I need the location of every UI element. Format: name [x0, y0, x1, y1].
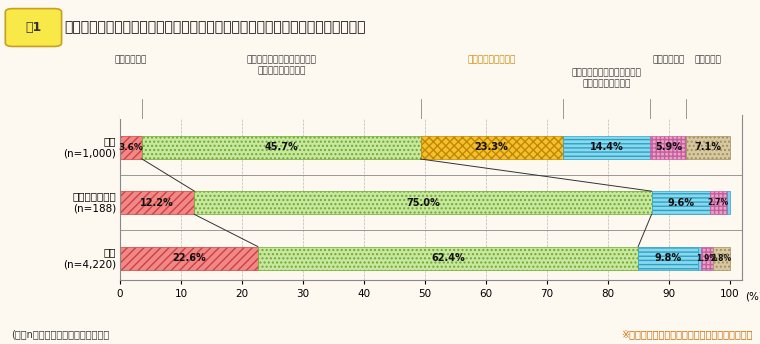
- Bar: [562, 136, 651, 159]
- Bar: [698, 247, 701, 270]
- Text: 全体として倫理感が高いが、
一部に低い者もいる: 全体として倫理感が高いが、 一部に低い者もいる: [246, 55, 316, 75]
- Text: 62.4%: 62.4%: [431, 253, 465, 263]
- Text: 9.8%: 9.8%: [654, 253, 682, 263]
- Text: (注）n：有効回答者数（以下同じ）: (注）n：有効回答者数（以下同じ）: [11, 329, 109, 339]
- Text: どちらとも言えない: どちらとも言えない: [467, 55, 516, 64]
- Text: 75.0%: 75.0%: [406, 198, 440, 208]
- Text: 12.2%: 12.2%: [141, 198, 174, 208]
- Text: ※有識者モニターは「分からない」の選択者なし: ※有識者モニターは「分からない」の選択者なし: [621, 329, 752, 339]
- Text: 22.6%: 22.6%: [172, 253, 206, 263]
- Text: 7.1%: 7.1%: [695, 142, 721, 152]
- Bar: [713, 247, 730, 270]
- Bar: [710, 191, 727, 214]
- Bar: [420, 136, 562, 159]
- Bar: [727, 191, 730, 214]
- Bar: [686, 136, 730, 159]
- Text: 2.8%: 2.8%: [711, 254, 732, 263]
- Text: 倫理感が高い: 倫理感が高い: [115, 55, 147, 64]
- Bar: [195, 191, 651, 214]
- Bar: [142, 136, 420, 159]
- Text: 分からない: 分からない: [695, 55, 721, 64]
- Bar: [638, 247, 698, 270]
- Bar: [120, 247, 258, 270]
- Bar: [701, 247, 713, 270]
- Text: 一般職の国家公務員の倫理感について、現在、どのような印象をお持ちですか。: 一般職の国家公務員の倫理感について、現在、どのような印象をお持ちですか。: [65, 21, 366, 34]
- Text: 3.6%: 3.6%: [119, 143, 144, 152]
- Text: 23.3%: 23.3%: [475, 142, 508, 152]
- Bar: [120, 136, 142, 159]
- Bar: [258, 247, 638, 270]
- Text: 1.9%: 1.9%: [696, 254, 717, 263]
- Text: 図1: 図1: [25, 21, 42, 34]
- Text: 全体として倫理感が低いが、
一部に高い者もいる: 全体として倫理感が低いが、 一部に高い者もいる: [572, 68, 641, 88]
- Bar: [651, 136, 686, 159]
- Text: (%): (%): [745, 291, 760, 301]
- Text: 9.6%: 9.6%: [667, 198, 695, 208]
- Bar: [120, 191, 195, 214]
- Text: 倫理感が低い: 倫理感が低い: [652, 55, 685, 64]
- Text: 2.7%: 2.7%: [708, 198, 729, 207]
- Bar: [651, 191, 710, 214]
- Text: 45.7%: 45.7%: [264, 142, 298, 152]
- Text: 14.4%: 14.4%: [590, 142, 623, 152]
- Text: 5.9%: 5.9%: [655, 142, 682, 152]
